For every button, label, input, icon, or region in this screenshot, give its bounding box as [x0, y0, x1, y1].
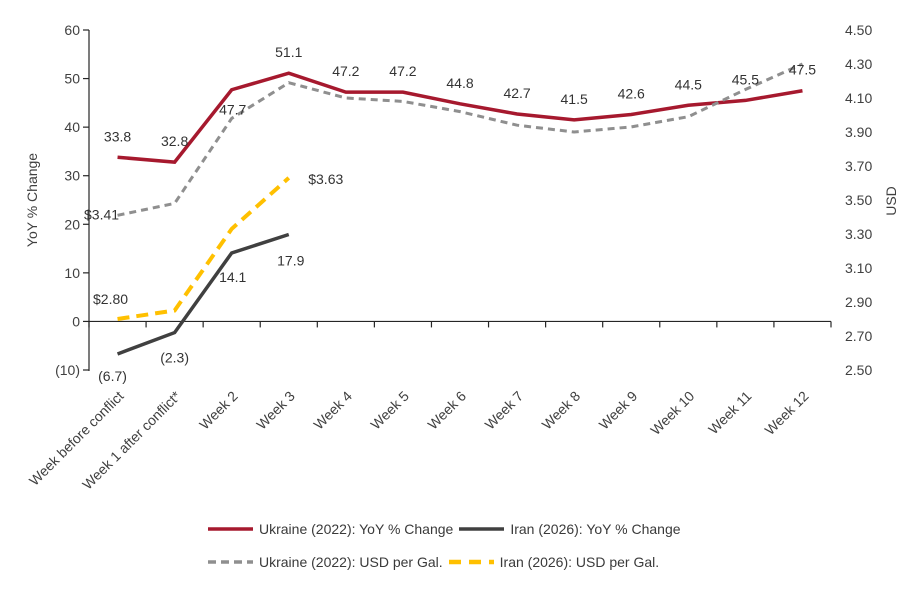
legend-label-iran-usd: Iran (2026): USD per Gal. [499, 554, 660, 570]
legend-item-ukraine-usd: Ukraine (2022): USD per Gal. [207, 554, 443, 570]
x-axis-label: Week 4 [310, 388, 355, 433]
ukraine-2022-yoy-data-label: 47.2 [389, 63, 416, 79]
x-axis-label: Week 11 [705, 388, 755, 438]
legend-key-line-ukraine-yoy [208, 527, 253, 531]
x-axis-label: Week 12 [761, 388, 811, 438]
legend-key-line-ukraine-usd [208, 560, 253, 564]
ukraine-2022-yoy-data-label: 51.1 [275, 44, 302, 60]
legend-key-line-iran-usd [448, 559, 494, 565]
legend-key-line-iran-yoy [459, 527, 505, 531]
ukraine-2022-yoy-data-label: 42.6 [618, 86, 645, 102]
legend-item-iran-usd: Iran (2026): USD per Gal. [448, 554, 660, 570]
iran-2026-yoy-line [116, 232, 290, 356]
y2-axis-tick-label: 4.10 [845, 90, 872, 106]
x-axis-label: Week 5 [367, 388, 412, 433]
x-axis-label: Week 2 [196, 388, 241, 433]
iran-2026-usd-data-label: $2.80 [93, 291, 128, 307]
y2-axis-tick-label: 3.90 [845, 124, 872, 140]
legend-item-ukraine-yoy: Ukraine (2022): YoY % Change [207, 521, 453, 537]
y-axis-tick-label: 20 [64, 216, 80, 232]
ukraine-2022-yoy-line [117, 71, 803, 164]
ukraine-2022-yoy-data-label: 33.8 [104, 128, 131, 144]
x-axis-label: Week before conflict [26, 388, 127, 489]
ukraine-2022-yoy-data-label: 32.8 [161, 133, 188, 149]
y-axis-tick-label: 40 [64, 119, 80, 135]
y2-axis-tick-label: 4.30 [845, 56, 872, 72]
ukraine-2022-yoy-data-label: 44.5 [675, 76, 702, 92]
ukraine-2022-yoy-data-label: 47.7 [219, 102, 246, 118]
y2-axis-tick-label: 3.50 [845, 192, 872, 208]
legend-row-1: Ukraine (2022): YoY % Change Iran (2026)… [207, 519, 681, 539]
iran-2026-usd-data-label: $3.63 [308, 171, 343, 187]
iran-2026-yoy-data-label: (6.7) [98, 368, 127, 384]
y-axis-tick-label: 50 [64, 71, 80, 87]
x-axis-label: Week 9 [596, 388, 641, 433]
ukraine-2022-usd-data-label: $3.41 [84, 206, 119, 222]
legend-label-iran-yoy: Iran (2026): YoY % Change [510, 521, 681, 537]
right-axis-title: USD [883, 186, 899, 216]
legend-row-2: Ukraine (2022): USD per Gal. Iran (2026)… [207, 552, 681, 572]
y-axis-tick-label: 30 [64, 168, 80, 184]
iran-2026-yoy-data-label: 17.9 [277, 252, 304, 268]
x-axis-label: Week 8 [539, 388, 584, 433]
y-axis-tick-label: (10) [55, 362, 80, 378]
x-axis-label: Week 7 [481, 388, 526, 433]
line-chart-plot: 60 50 40 30 20 10 0 (10) 4.50 4.30 4.10 3.90 3.70 3.5… [26, 22, 873, 492]
legend-label-ukraine-yoy: Ukraine (2022): YoY % Change [259, 521, 454, 537]
ukraine-2022-yoy-data-label: 41.5 [561, 91, 588, 107]
iran-2026-yoy-data-label: (2.3) [160, 350, 189, 366]
ukraine-2022-yoy-data-label: 47.5 [789, 62, 816, 78]
y-axis-tick-label: 10 [64, 265, 80, 281]
ukraine-2022-yoy-data-label: 42.7 [503, 85, 530, 101]
iran-2026-usd-line [117, 176, 291, 321]
ukraine-2022-yoy-data-label: 44.8 [446, 75, 473, 91]
y2-axis-tick-label: 2.90 [845, 294, 872, 310]
ukraine-2022-yoy-data-label: 45.5 [732, 71, 759, 87]
x-axis-label: Week 1 after conflict* [79, 387, 184, 492]
y-axis-tick-label: 0 [72, 313, 80, 329]
iran-2026-yoy-data-label: 14.1 [219, 269, 246, 285]
legend-item-iran-yoy: Iran (2026): YoY % Change [458, 521, 681, 537]
y2-axis-tick-label: 2.70 [845, 328, 872, 344]
ukraine-2022-usd-line [117, 62, 804, 217]
ukraine-2022-yoy-data-label: 47.2 [332, 63, 359, 79]
y2-axis-tick-label: 3.10 [845, 260, 872, 276]
chart-legend: Ukraine (2022): YoY % Change Iran (2026)… [207, 519, 681, 585]
y2-axis-tick-label: 4.50 [845, 22, 872, 38]
legend-label-ukraine-usd: Ukraine (2022): USD per Gal. [259, 554, 443, 570]
y2-axis-tick-label: 3.30 [845, 226, 872, 242]
y2-axis-tick-label: 2.50 [845, 362, 872, 378]
y-axis-tick-label: 60 [64, 22, 80, 38]
x-axis-label: Week 10 [647, 388, 697, 438]
x-axis-label: Week 6 [424, 388, 469, 433]
y2-axis-tick-label: 3.70 [845, 158, 872, 174]
x-axis-label: Week 3 [253, 388, 298, 433]
